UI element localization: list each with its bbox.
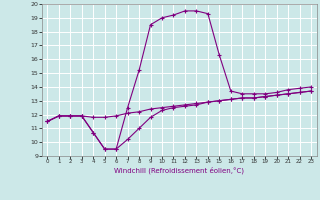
X-axis label: Windchill (Refroidissement éolien,°C): Windchill (Refroidissement éolien,°C) [114, 167, 244, 174]
